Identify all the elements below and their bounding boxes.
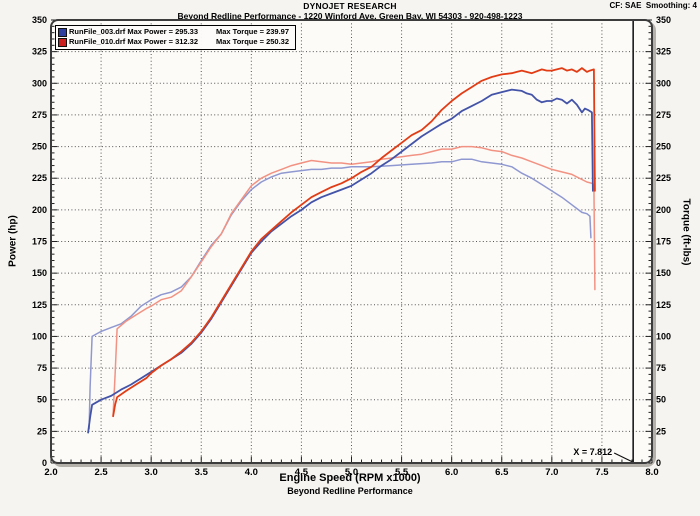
rpm-tick-label: 2.5 xyxy=(94,467,108,478)
power-tick-label: 150 xyxy=(32,268,47,278)
cursor-pointer-line xyxy=(613,452,632,463)
power-tick-label: 325 xyxy=(32,47,47,57)
rpm-tick-label: 3.5 xyxy=(195,467,209,478)
legend-color-chip-red xyxy=(58,37,67,47)
torque-tick-label: 250 xyxy=(656,142,671,152)
power-tick-label: 175 xyxy=(32,237,47,247)
curve-runfile-010-drf-torque xyxy=(112,145,596,416)
power-tick-label: 275 xyxy=(32,110,47,120)
legend-row-runfile-003: RunFile_003.drf Max Power = 295.33 Max T… xyxy=(58,27,289,37)
legend-run-torque-label: Max Torque = 250.32 xyxy=(216,37,290,46)
power-tick-label: 225 xyxy=(32,173,47,183)
torque-tick-label: 275 xyxy=(656,110,671,120)
torque-tick-label: 150 xyxy=(656,268,671,278)
report-title: DYNOJET RESEARCH xyxy=(303,1,397,11)
torque-tick-label: 300 xyxy=(656,78,671,88)
power-tick-label: 200 xyxy=(32,205,47,215)
torque-tick-label: 225 xyxy=(656,173,671,183)
cursor-label: X = 7.812 xyxy=(573,447,612,457)
torque-axis-title: Torque (ft-lbs) xyxy=(680,198,692,266)
power-tick-label: 300 xyxy=(32,78,47,88)
power-tick-label: 75 xyxy=(37,363,47,373)
power-tick-label: 0 xyxy=(42,458,47,468)
correction-smoothing-label: CF: SAE Smoothing: 4 xyxy=(609,1,697,10)
power-tick-label: 25 xyxy=(37,426,47,436)
rpm-tick-label: 5.0 xyxy=(345,467,358,478)
power-axis-title: Power (hp) xyxy=(7,215,19,267)
rpm-tick-label: 7.0 xyxy=(545,467,558,478)
rpm-tick-label: 6.0 xyxy=(445,467,458,478)
power-tick-label: 250 xyxy=(32,142,47,152)
torque-tick-label: 75 xyxy=(656,363,666,373)
torque-tick-label: 350 xyxy=(656,15,671,25)
rpm-tick-label: 8.0 xyxy=(645,467,658,478)
torque-tick-label: 100 xyxy=(656,331,671,341)
power-tick-label: 125 xyxy=(32,300,47,310)
rpm-tick-label: 3.0 xyxy=(145,467,158,478)
rpm-axis-title: Engine Speed (RPM x1000) xyxy=(279,472,421,484)
torque-tick-label: 25 xyxy=(656,426,666,436)
rpm-tick-label: 2.0 xyxy=(44,467,57,478)
rpm-tick-label: 4.0 xyxy=(245,467,258,478)
rpm-tick-label: 4.5 xyxy=(295,467,309,478)
curve-runfile-010-drf-power xyxy=(112,67,596,418)
power-tick-label: 100 xyxy=(32,331,47,341)
torque-tick-label: 0 xyxy=(656,458,661,468)
curve-runfile-003-drf-torque xyxy=(88,158,592,430)
power-tick-label: 50 xyxy=(37,395,47,405)
legend-run-power-label: RunFile_003.drf Max Power = 295.33 xyxy=(69,27,199,36)
legend-run-torque-label: Max Torque = 239.97 xyxy=(216,27,290,36)
rpm-tick-label: 7.5 xyxy=(595,467,609,478)
rpm-tick-label: 5.5 xyxy=(395,467,409,478)
torque-tick-label: 200 xyxy=(656,205,671,215)
legend-row-runfile-010: RunFile_010.drf Max Power = 312.32 Max T… xyxy=(58,37,289,47)
shop-address: Beyond Redline Performance - 1220 Winfor… xyxy=(177,11,523,21)
torque-tick-label: 50 xyxy=(656,395,666,405)
power-tick-label: 350 xyxy=(32,15,47,25)
torque-tick-label: 175 xyxy=(656,237,671,247)
rpm-tick-label: 6.5 xyxy=(495,467,509,478)
curves-group xyxy=(87,67,596,434)
legend: RunFile_003.drf Max Power = 295.33 Max T… xyxy=(55,25,297,50)
legend-run-power-label: RunFile_010.drf Max Power = 312.32 xyxy=(69,37,199,46)
torque-tick-label: 125 xyxy=(656,300,671,310)
torque-tick-label: 325 xyxy=(656,47,671,57)
footer-shop-name: Beyond Redline Performance xyxy=(287,486,413,496)
legend-color-chip-blue xyxy=(58,27,67,37)
plot-frame xyxy=(50,19,653,464)
